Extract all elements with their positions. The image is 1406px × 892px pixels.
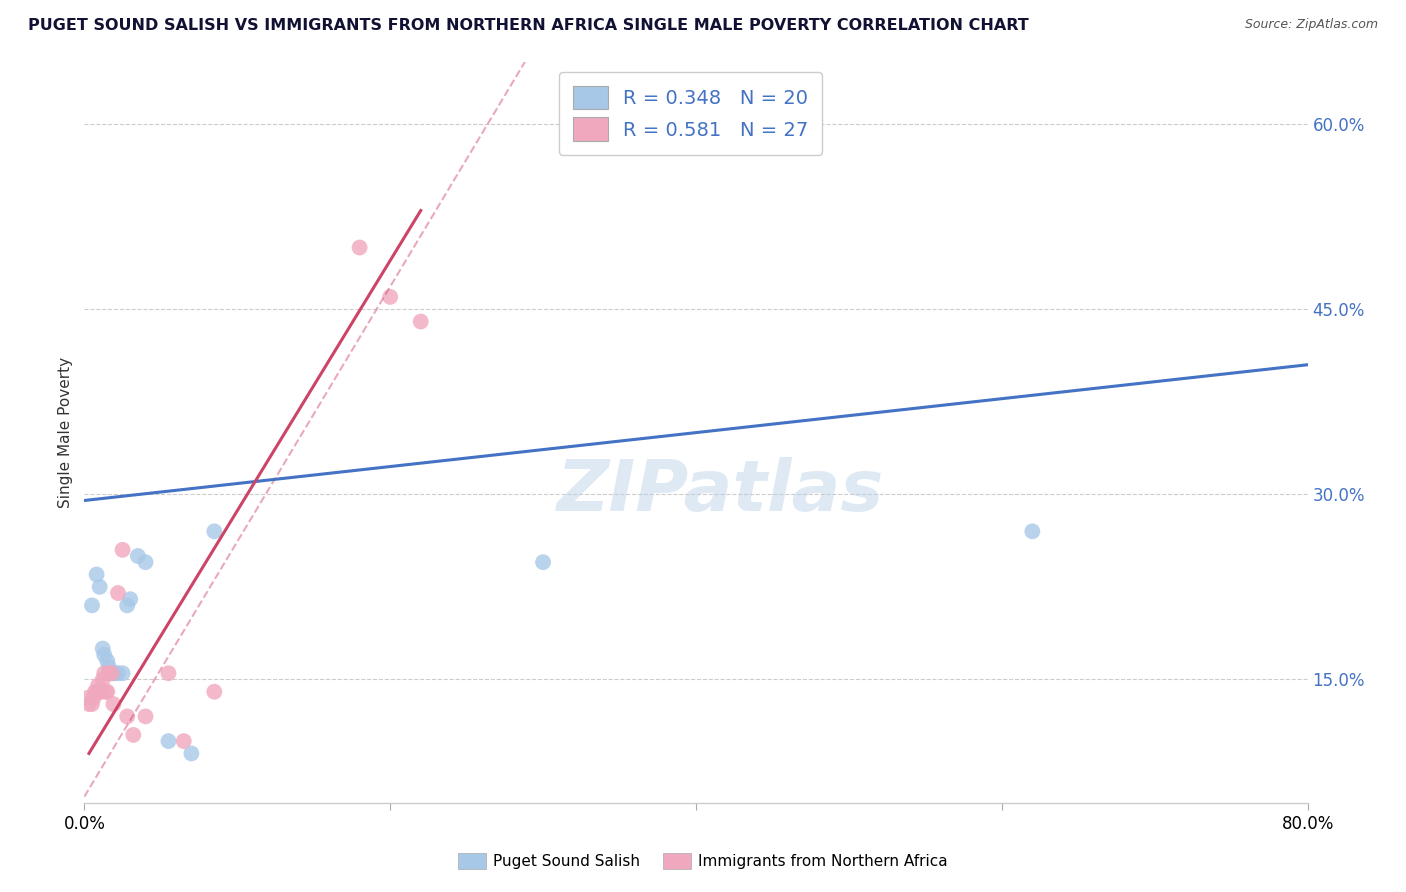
Point (157, 734, 180, 748)
Point (89, 580, 111, 594)
Point (83, 690, 105, 705)
Point (115, 709, 138, 723)
Point (349, 240, 371, 254)
Text: Source: ZipAtlas.com: Source: ZipAtlas.com (1244, 18, 1378, 31)
Text: PUGET SOUND SALISH VS IMMIGRANTS FROM NORTHERN AFRICA SINGLE MALE POVERTY CORREL: PUGET SOUND SALISH VS IMMIGRANTS FROM NO… (28, 18, 1029, 33)
Point (93, 648, 115, 662)
Point (127, 549, 149, 563)
Point (135, 555, 157, 569)
Point (409, 314, 432, 328)
Point (107, 666, 129, 681)
Point (91, 641, 114, 656)
Point (103, 697, 125, 711)
Point (180, 747, 202, 761)
Point (380, 290, 402, 304)
Point (96, 685, 118, 699)
Point (122, 728, 145, 742)
Point (91, 673, 114, 687)
Point (80, 697, 103, 711)
Point (86, 685, 108, 699)
Point (89, 685, 111, 699)
Point (202, 685, 225, 699)
Point (111, 542, 134, 557)
Point (80, 599, 103, 613)
Legend: R = 0.348   N = 20, R = 0.581   N = 27: R = 0.348 N = 20, R = 0.581 N = 27 (560, 72, 823, 154)
Point (86, 567, 108, 582)
Text: ZIPatlas: ZIPatlas (557, 458, 884, 526)
Point (94, 685, 117, 699)
Point (104, 666, 127, 681)
Point (97, 660, 120, 674)
Point (531, 555, 554, 569)
Point (115, 599, 138, 613)
Point (96, 654, 118, 668)
Point (111, 666, 134, 681)
Point (107, 586, 129, 600)
Point (173, 734, 195, 748)
Point (101, 666, 124, 681)
Point (84, 685, 107, 699)
Point (157, 666, 180, 681)
Point (135, 709, 157, 723)
Point (202, 524, 225, 539)
Point (101, 666, 124, 681)
Point (76, 690, 98, 705)
Y-axis label: Single Male Poverty: Single Male Poverty (58, 357, 73, 508)
Point (97, 666, 120, 681)
Point (90, 685, 112, 699)
Point (87, 679, 110, 693)
Legend: Puget Sound Salish, Immigrants from Northern Africa: Puget Sound Salish, Immigrants from Nort… (451, 847, 955, 875)
Point (77, 697, 100, 711)
Point (120, 592, 142, 607)
Point (93, 666, 115, 681)
Point (1021, 524, 1043, 539)
